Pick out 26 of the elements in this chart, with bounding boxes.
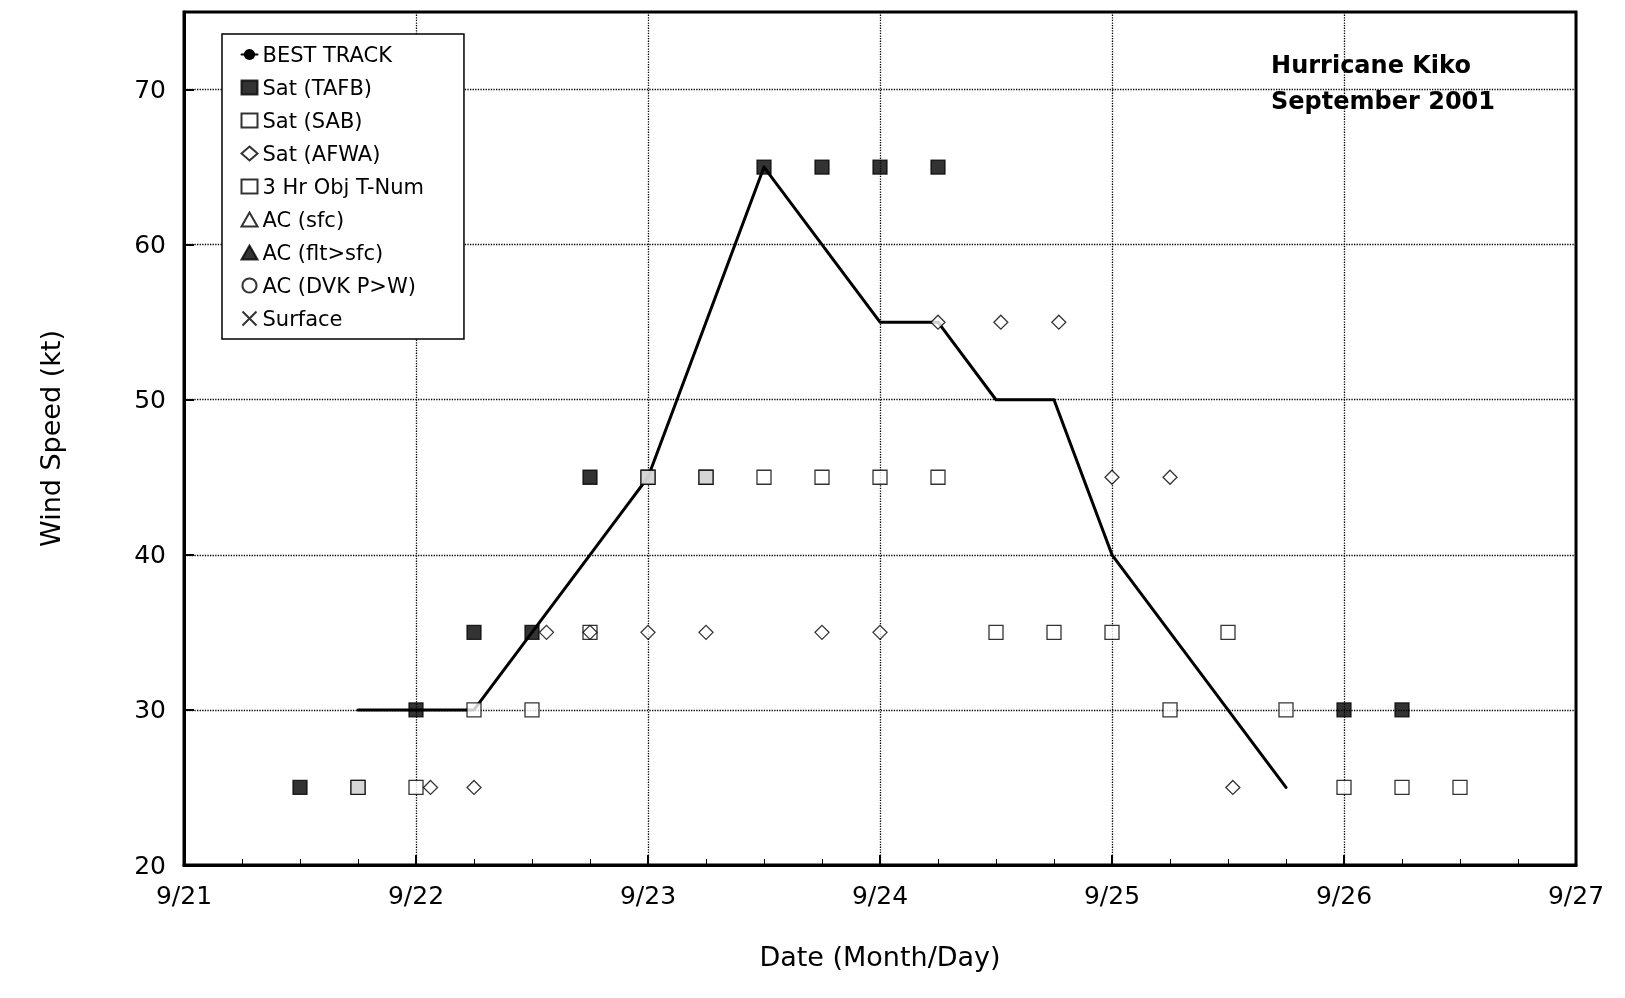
legend-label: 3 Hr Obj T-Num (262, 174, 424, 199)
legend-label: Sat (TAFB) (262, 75, 373, 100)
y-tick-label: 40 (134, 540, 166, 570)
legend-label: Surface (262, 306, 343, 331)
text: Hurricane Kiko (1271, 51, 1471, 79)
y-tick-label: 60 (134, 230, 166, 260)
x-tick-label: 9/25 (1083, 881, 1141, 910)
legend-label: AC (flt>sfc) (262, 240, 384, 265)
x-tick-label: 9/26 (1315, 881, 1373, 910)
x-tick-label: 9/27 (1547, 881, 1605, 910)
y-axis-title: Wind Speed (kt) (35, 330, 66, 547)
x-tick-label: 9/23 (619, 881, 677, 910)
y-tick-label: 20 (134, 850, 166, 880)
x-tick-label: 9/21 (155, 881, 213, 910)
legend-label: Sat (SAB) (262, 108, 363, 133)
legend-label: BEST TRACK (262, 42, 394, 67)
y-tick-label: 50 (134, 385, 166, 415)
text: September 2001 (1271, 87, 1496, 115)
y-tick-label: 70 (134, 75, 166, 105)
legend-label: AC (sfc) (262, 207, 345, 232)
legend-label: AC (DVK P>W) (262, 273, 416, 298)
x-axis-title: Date (Month/Day) (759, 941, 1001, 972)
legend-label: Sat (AFWA) (262, 141, 381, 166)
y-tick-label: 30 (134, 695, 166, 725)
x-tick-label: 9/22 (387, 881, 445, 910)
x-tick-label: 9/24 (851, 881, 909, 910)
